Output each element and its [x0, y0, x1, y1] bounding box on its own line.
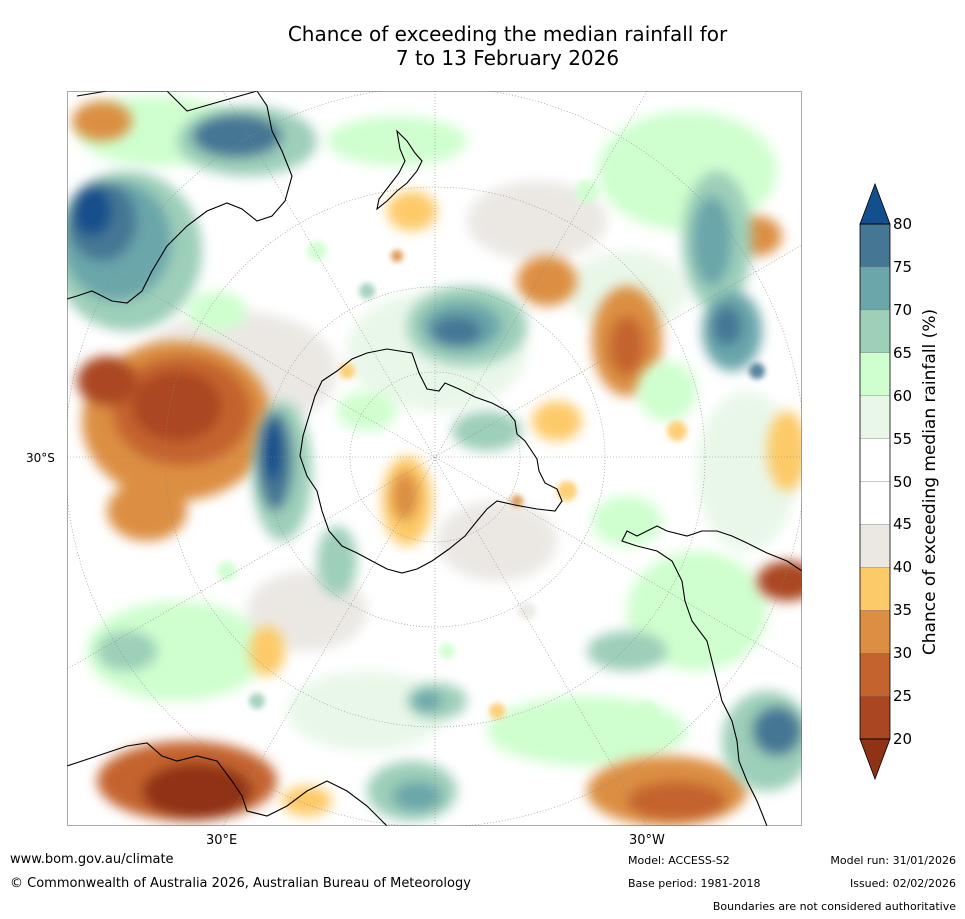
model-name: Model: ACCESS-S2 — [628, 854, 730, 867]
website-link[interactable]: www.bom.gov.au/climate — [10, 852, 174, 867]
colorbar-bin — [860, 696, 890, 740]
graticule — [67, 91, 802, 826]
colorbar-bin — [860, 653, 890, 697]
colorbar-tick-label: 30 — [893, 644, 913, 663]
background-probability-field — [77, 96, 797, 766]
base-period: Base period: 1981-2018 — [628, 877, 761, 890]
wet-anomaly-regions — [67, 106, 802, 821]
colorbar-tick-label: 25 — [893, 687, 913, 706]
rainfall-probability-map[interactable] — [67, 91, 802, 826]
latitude-label: 30°S — [26, 451, 55, 465]
colorbar-bin — [860, 524, 890, 568]
map-title: Chance of exceeding the median rainfall … — [0, 22, 965, 70]
colorbar-bin — [860, 266, 890, 311]
colorbar-tick-label: 55 — [893, 429, 913, 448]
copyright-notice: © Commonwealth of Australia 2026, Austra… — [10, 876, 471, 891]
colorbar-bin-above-80 — [860, 184, 890, 224]
map-frame — [67, 91, 802, 826]
colorbar-tick-label: 70 — [893, 300, 913, 319]
south-america-coastline — [621, 525, 802, 826]
fine-scale-detail — [217, 179, 765, 721]
title-line-1: Chance of exceeding the median rainfall … — [287, 22, 728, 46]
colorbar-tick-label: 65 — [893, 343, 913, 362]
colorbar-tick-label: 60 — [893, 386, 913, 405]
colorbar-bin — [860, 395, 890, 440]
australia-coastline — [67, 91, 293, 304]
colorbar-tick-label: 80 — [893, 215, 913, 233]
new-zealand-coastline — [376, 129, 423, 211]
dry-anomaly-regions — [72, 101, 802, 826]
issued-date: Issued: 02/02/2026 — [849, 877, 956, 890]
africa-coastline — [67, 742, 388, 826]
colorbar-bin-below-20 — [860, 739, 890, 779]
colorbar-tick-label: 50 — [893, 472, 913, 491]
colorbar — [859, 182, 891, 781]
longitude-label-east: 30°E — [206, 833, 238, 848]
colorbar-bin — [860, 567, 890, 611]
colorbar-tick-label: 40 — [893, 558, 913, 577]
colorbar-tick-label: 20 — [893, 730, 913, 748]
title-line-2: 7 to 13 February 2026 — [395, 46, 620, 70]
colorbar-bin — [860, 224, 890, 268]
antarctica-coastline — [299, 348, 563, 574]
colorbar-bin — [860, 438, 890, 482]
colorbar-tick-label: 45 — [893, 515, 913, 534]
colorbar-bin — [860, 352, 890, 397]
boundaries-disclaimer: Boundaries are not considered authoritat… — [712, 900, 956, 913]
colorbar-bin — [860, 481, 890, 525]
longitude-label-west: 30°W — [629, 833, 665, 848]
model-run-date: Model run: 31/01/2026 — [830, 854, 956, 867]
colorbar-tick-label: 75 — [893, 257, 913, 276]
colorbar-tick-label: 35 — [893, 601, 913, 620]
colorbar-bin — [860, 610, 890, 654]
colorbar-bin — [860, 309, 890, 354]
